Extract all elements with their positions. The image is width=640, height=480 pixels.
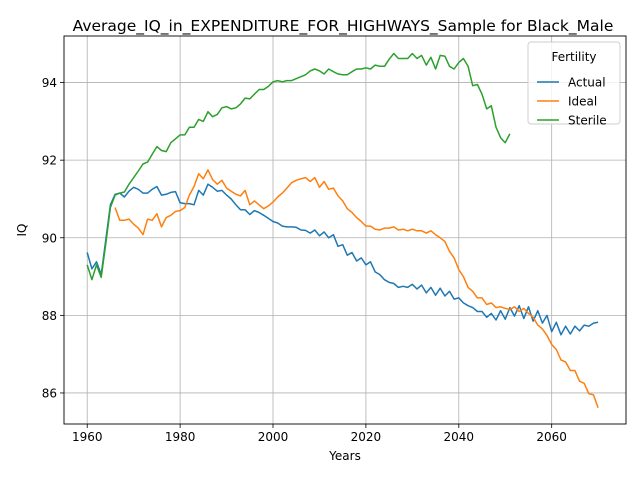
y-tick-label: 88 (42, 309, 57, 323)
x-tick-label: 1980 (165, 430, 196, 444)
x-tick-label: 2000 (258, 430, 289, 444)
plot-frame (63, 35, 627, 425)
legend-label: Sterile (568, 114, 607, 128)
x-tick-label: 2020 (351, 430, 382, 444)
legend-title: Fertility (551, 50, 596, 64)
legend-label: Actual (568, 76, 606, 90)
x-tick-label: 2040 (444, 430, 475, 444)
legend: Fertility Actual Ideal Sterile (527, 41, 621, 128)
y-axis-label: IQ (15, 224, 29, 237)
x-tick-label: 2060 (536, 430, 567, 444)
series-lines (86, 52, 599, 408)
y-tick-label: 94 (42, 76, 57, 90)
y-tick-label: 92 (42, 154, 57, 168)
x-axis-label: Years (328, 449, 361, 463)
y-tick-label: 86 (42, 386, 57, 400)
y-tick-label: 90 (42, 231, 57, 245)
series-line-actual (86, 183, 599, 336)
series-line-sterile (86, 52, 511, 281)
x-tick-label: 1960 (72, 430, 103, 444)
legend-box (527, 41, 621, 125)
x-axis-ticks: 1960 1980 2000 2020 2040 2060 (72, 424, 567, 444)
legend-label: Ideal (568, 95, 597, 109)
chart-title: Average_IQ_in_EXPENDITURE_FOR_HIGHWAYS_S… (73, 17, 614, 36)
series-line-ideal (114, 169, 599, 408)
y-axis-ticks: 86 88 90 92 94 (42, 76, 64, 400)
